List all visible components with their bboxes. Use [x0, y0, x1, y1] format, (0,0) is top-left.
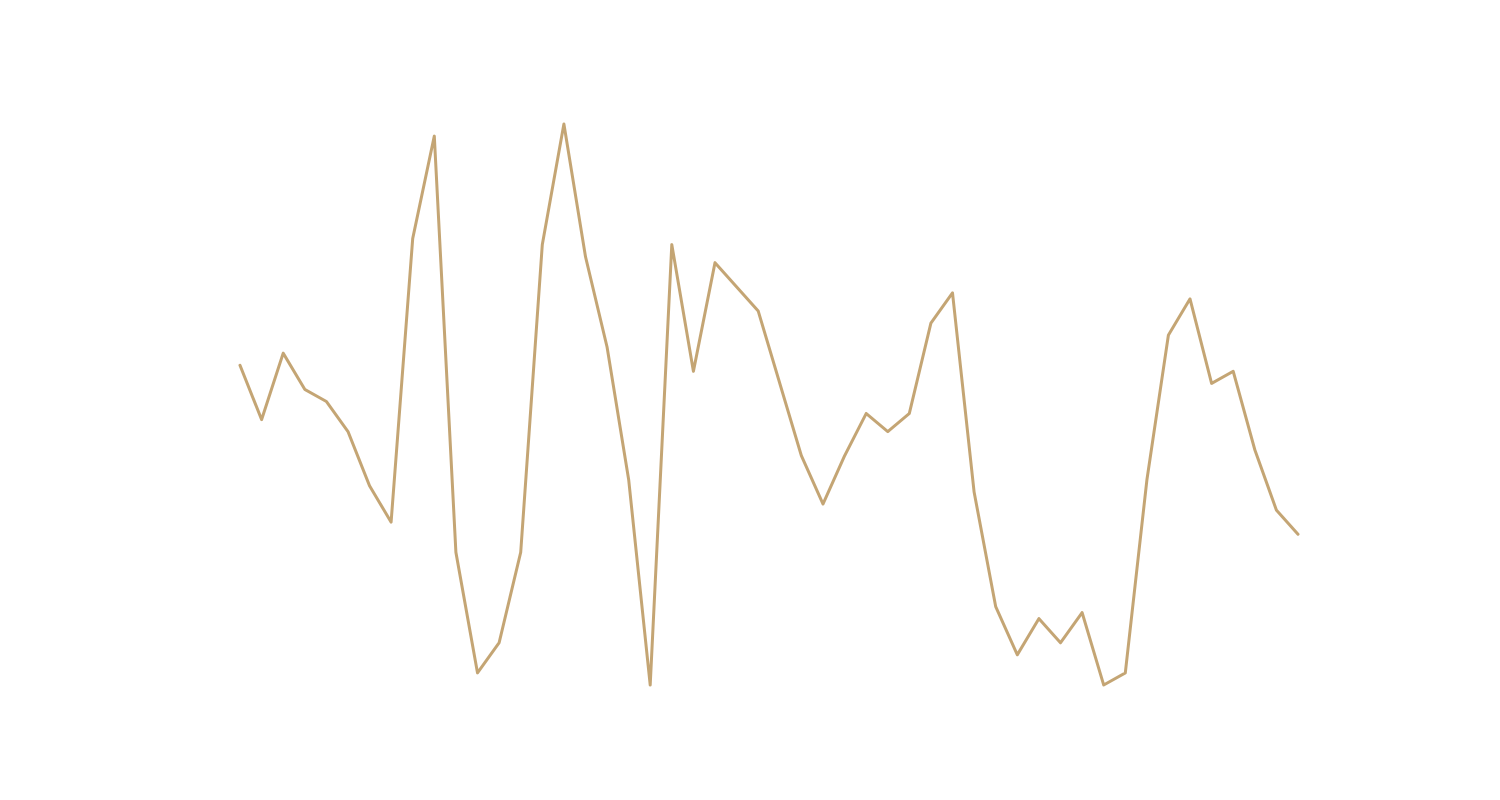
series-line-0	[238, 122, 1300, 687]
series-group	[238, 122, 1300, 687]
